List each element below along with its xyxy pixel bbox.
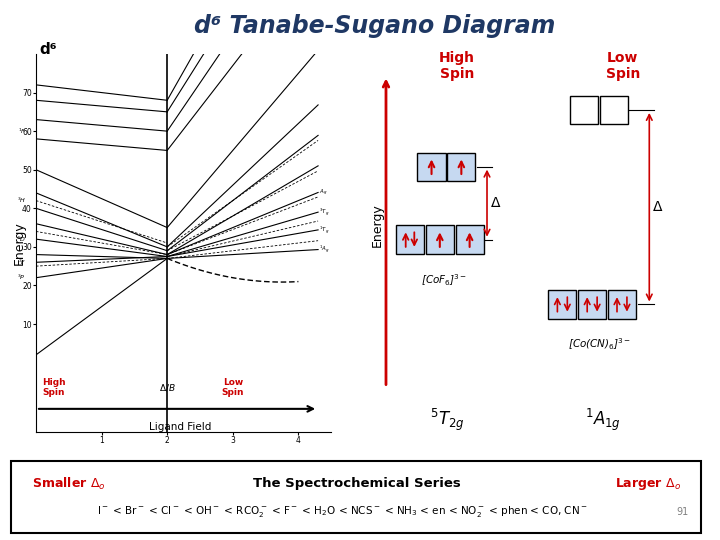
Text: The Spectrochemical Series: The Spectrochemical Series: [253, 477, 460, 490]
Text: 91: 91: [676, 507, 688, 517]
Bar: [570, 96, 598, 124]
Text: $A_g$: $A_g$: [320, 187, 328, 198]
Bar: [456, 225, 484, 254]
Text: $^1F$: $^1F$: [17, 126, 26, 136]
Text: Energy: Energy: [372, 204, 384, 247]
Bar: [578, 291, 606, 319]
Text: $^5D$: $^5D$: [17, 234, 26, 244]
Bar: [426, 225, 454, 254]
Text: High
Spin: High Spin: [439, 51, 475, 82]
Text: Δ: Δ: [491, 196, 500, 210]
Bar: [608, 291, 636, 319]
Text: $^3H$: $^3H$: [17, 196, 26, 205]
Text: I$^-$ < Br$^-$ < Cl$^-$ < OH$^-$ < RCO$_2^-$ < F$^-$ < H$_2$O < NCS$^-$ < NH$_3$: I$^-$ < Br$^-$ < Cl$^-$ < OH$^-$ < RCO$_…: [97, 504, 588, 519]
Text: $^1A_g$: $^1A_g$: [320, 244, 330, 255]
Bar: [418, 152, 446, 181]
Bar: [600, 96, 628, 124]
Text: $^5T_{2g}$: $^5T_{2g}$: [430, 407, 464, 433]
Text: $^1T_g$: $^1T_g$: [320, 224, 330, 235]
Text: $\Delta/B$: $\Delta/B$: [159, 382, 176, 393]
Text: $^3T_g$: $^3T_g$: [320, 206, 330, 218]
Bar: [549, 291, 577, 319]
Text: [CoF$_6$]$^{3-}$: [CoF$_6$]$^{3-}$: [421, 272, 467, 288]
Text: [Co(CN)$_6$]$^{3-}$: [Co(CN)$_6$]$^{3-}$: [568, 337, 631, 353]
Text: d⁶: d⁶: [40, 42, 57, 57]
Bar: [396, 225, 424, 254]
Text: Low
Spin: Low Spin: [606, 51, 640, 82]
Text: $^1A_{1g}$: $^1A_{1g}$: [585, 407, 621, 433]
Text: Larger $\Delta_o$: Larger $\Delta_o$: [615, 476, 681, 491]
Text: Energy: Energy: [13, 221, 26, 265]
Text: Smaller $\Delta_o$: Smaller $\Delta_o$: [32, 476, 105, 491]
Text: Ligand Field: Ligand Field: [149, 422, 212, 433]
Text: $^3P$: $^3P$: [17, 273, 26, 282]
Text: $^3F$: $^3F$: [17, 258, 26, 267]
Text: Δ: Δ: [653, 200, 663, 214]
Bar: [447, 152, 475, 181]
Text: d⁶ Tanabe-Sugano Diagram: d⁶ Tanabe-Sugano Diagram: [194, 14, 555, 37]
Text: Low
Spin: Low Spin: [222, 378, 244, 397]
Text: High
Spin: High Spin: [42, 378, 66, 397]
